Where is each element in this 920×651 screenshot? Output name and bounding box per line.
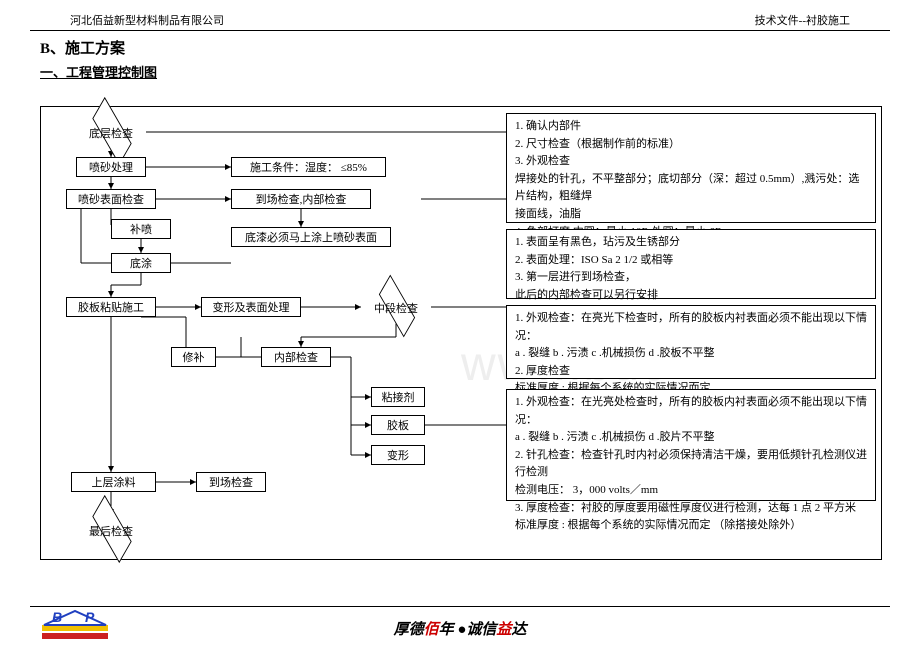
node-rubber-apply: 胶板粘贴施工 <box>66 297 156 317</box>
info2-l3: 3. 第一层进行到场检查， <box>515 269 867 287</box>
diamond-mid-check-label: 中段检查 <box>356 300 436 316</box>
info3-l2: a . 裂缝 b . 污渍 c .机械损伤 d .胶板不平整 <box>515 345 867 363</box>
footer-rule <box>30 606 890 607</box>
info-box-1: 1. 确认内部件 2. 尺寸检查（根据制作前的标准） 3. 外观检查 焊接处的针… <box>506 113 876 223</box>
info4-l1: 1. 外观检查：在光亮处检查时，所有的胶板内衬表面必须不能出现以下情况： <box>515 394 867 429</box>
header-right: 技术文件--衬胶施工 <box>755 12 850 28</box>
node-surface-check: 喷砂表面检查 <box>66 189 156 209</box>
info-box-3: 1. 外观检查：在亮光下检查时，所有的胶板内衬表面必须不能出现以下情况： a .… <box>506 305 876 379</box>
section-b-title: B、施工方案 <box>0 31 920 60</box>
info1-l1: 1. 确认内部件 <box>515 118 867 136</box>
info1-l3: 3. 外观检查 <box>515 153 867 171</box>
node-topcoat: 上层涂料 <box>71 472 156 492</box>
node-primer: 底涂 <box>111 253 171 273</box>
info4-l4: 检测电压： 3，000 volts／mm <box>515 482 867 500</box>
footer-p3: 年 ●诚信 <box>439 622 497 638</box>
node-repair: 修补 <box>171 347 216 367</box>
node-rubber: 胶板 <box>371 415 425 435</box>
node-respray: 补喷 <box>111 219 171 239</box>
info3-l3: 2. 厚度检查 <box>515 363 867 381</box>
info4-l6: 标准厚度 : 根据每个系统的实际情况而定 （除搭接处除外） <box>515 517 867 535</box>
diamond-final-check-label: 最后检查 <box>71 523 151 539</box>
diamond-base-check-label: 底层检查 <box>71 125 151 141</box>
header-left: 河北佰益新型材料制品有限公司 <box>70 12 224 28</box>
node-deform: 变形及表面处理 <box>201 297 301 317</box>
info-box-2: 1. 表面呈有黑色，玷污及生锈部分 2. 表面处理：ISO Sa 2 1/2 或… <box>506 229 876 299</box>
info4-l2: a . 裂缝 b . 污渍 c .机械损伤 d .胶片不平整 <box>515 429 867 447</box>
info2-l2: 2. 表面处理：ISO Sa 2 1/2 或相等 <box>515 252 867 270</box>
info-box-4: 1. 外观检查：在光亮处检查时，所有的胶板内衬表面必须不能出现以下情况： a .… <box>506 389 876 501</box>
node-deform2: 变形 <box>371 445 425 465</box>
node-arrival-check2: 到场检查 <box>196 472 266 492</box>
info4-l3: 2. 针孔检查：检查针孔时内衬必须保持清洁干燥，要用低频针孔检测仪进行检测 <box>515 447 867 482</box>
info4-l5: 3. 厚度检查：衬胶的厚度要用磁性厚度仪进行检测，达每 1 点 2 平方米 <box>515 500 867 518</box>
node-primer-note: 底漆必须马上涂上喷砂表面 <box>231 227 391 247</box>
info1-l5: 接面线，油脂 <box>515 206 867 224</box>
footer-slogan: 厚德佰年 ●诚信益达 <box>0 618 920 639</box>
node-adhesive: 粘接剂 <box>371 387 425 407</box>
node-arrival-check: 到场检查,内部检查 <box>231 189 371 209</box>
info3-l1: 1. 外观检查：在亮光下检查时，所有的胶板内衬表面必须不能出现以下情况： <box>515 310 867 345</box>
node-internal-check: 内部检查 <box>261 347 331 367</box>
page-header: 河北佰益新型材料制品有限公司 技术文件--衬胶施工 <box>30 0 890 31</box>
footer-p2: 佰 <box>424 622 439 638</box>
node-sandblast: 喷砂处理 <box>76 157 146 177</box>
flowchart-frame: www.bdo <box>40 106 882 560</box>
info2-l4: 此后的内部检查可以另行安排 <box>515 287 867 305</box>
info1-l2: 2. 尺寸检查（根据制作前的标准） <box>515 136 867 154</box>
node-conditions: 施工条件：湿度： ≤85% <box>231 157 386 177</box>
footer-p4: 益 <box>496 622 511 638</box>
info2-l1: 1. 表面呈有黑色，玷污及生锈部分 <box>515 234 867 252</box>
footer-p1: 厚德 <box>394 622 424 638</box>
section-1-title: 一、工程管理控制图 <box>0 60 920 83</box>
info1-l4: 焊接处的针孔，不平整部分；底切部分（深：超过 0.5mm）,溅污处：选片结构，粗… <box>515 171 867 206</box>
footer-p5: 达 <box>511 622 526 638</box>
